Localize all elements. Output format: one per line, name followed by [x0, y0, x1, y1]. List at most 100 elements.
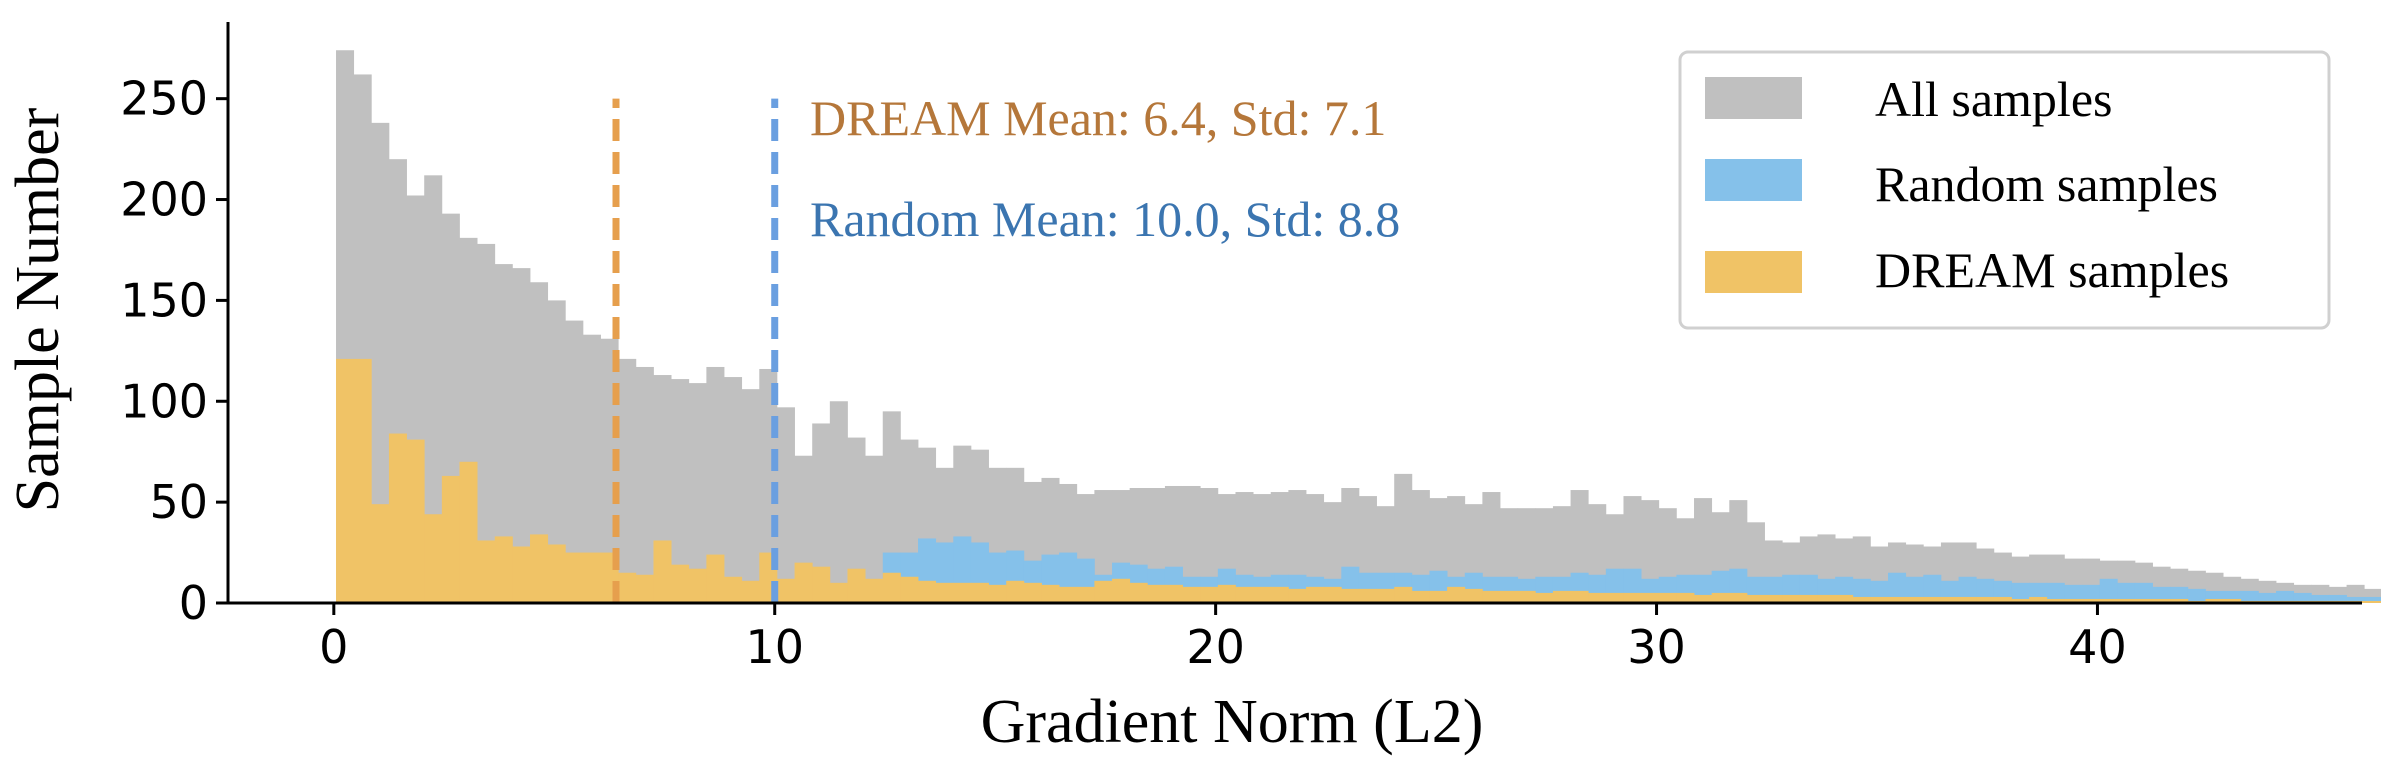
legend-label-dream: DREAM samples — [1875, 242, 2229, 298]
histogram-bar — [1641, 592, 1660, 603]
histogram-bar — [2082, 584, 2101, 603]
histogram-bar — [1905, 576, 1924, 603]
histogram-bar — [1535, 592, 1554, 603]
histogram-bar — [1870, 596, 1889, 603]
histogram-bar — [1253, 494, 1272, 603]
histogram-bar — [1358, 588, 1377, 603]
ticks: 0 10 20 30 40 0 50 100 150 200 250 — [120, 72, 2127, 674]
histogram-bar — [953, 582, 972, 603]
histogram-bar — [353, 358, 372, 603]
histogram-bar — [2064, 598, 2083, 603]
histogram-bar — [441, 475, 460, 603]
legend-swatch-random — [1705, 159, 1802, 201]
histogram-bar — [2099, 598, 2118, 603]
histogram-bar — [1923, 596, 1942, 603]
histogram-bar — [653, 540, 672, 603]
mean-lines — [612, 98, 779, 603]
histogram-bar — [424, 175, 443, 603]
histogram-bar — [2346, 596, 2365, 603]
histogram-bar — [1905, 596, 1924, 603]
histogram-bar — [2011, 582, 2030, 603]
histogram-bar — [724, 576, 743, 603]
histogram-bar — [2134, 598, 2153, 603]
x-tick-label: 10 — [745, 620, 804, 674]
histogram-bar — [741, 580, 760, 603]
histogram-bar — [547, 544, 566, 603]
histogram-bar — [2205, 598, 2224, 603]
histogram-bar — [477, 540, 496, 603]
axes — [226, 22, 2362, 605]
histogram-bar — [988, 584, 1007, 603]
histogram-bar — [2029, 596, 2048, 603]
histogram-bar — [2117, 598, 2136, 603]
histogram-bar — [1588, 592, 1607, 603]
histogram-bar — [2223, 598, 2242, 603]
histogram-bar — [565, 552, 584, 603]
histogram-bar — [2328, 594, 2347, 603]
histogram-bar — [1482, 492, 1501, 603]
histogram-bar — [1447, 496, 1466, 603]
histogram-bar — [2276, 590, 2295, 603]
histogram-bar — [776, 407, 795, 603]
histogram-bar — [2364, 600, 2381, 603]
histogram-bar — [618, 358, 637, 603]
histogram-bar — [829, 401, 848, 603]
histogram-bar — [1447, 586, 1466, 603]
histogram-bar — [494, 536, 513, 603]
histogram-bar — [1376, 588, 1395, 603]
histogram-bar — [1940, 596, 1959, 603]
y-tick-label: 150 — [120, 273, 208, 327]
histogram-bar — [2099, 578, 2118, 603]
histogram-bar — [918, 580, 937, 603]
histogram-bar — [1164, 584, 1183, 603]
x-tick-label: 20 — [1186, 620, 1245, 674]
histogram-bar — [1182, 586, 1201, 603]
histogram-bar — [565, 320, 584, 603]
histogram-bar — [2293, 592, 2312, 603]
bars-dream-samples — [336, 358, 2381, 603]
random-mean-annotation: Random Mean: 10.0, Std: 8.8 — [810, 191, 1400, 247]
histogram-bar — [1993, 596, 2012, 603]
histogram-bar — [1711, 592, 1730, 603]
histogram-bar — [1411, 590, 1430, 603]
histogram-bar — [1129, 582, 1148, 603]
histogram-bar — [970, 582, 989, 603]
histogram-bar — [406, 439, 425, 603]
histogram-bar — [635, 366, 654, 603]
histogram-bar — [1782, 594, 1801, 603]
histogram-bar — [1694, 594, 1713, 603]
histogram-bar — [1835, 594, 1854, 603]
histogram-bar — [2364, 596, 2381, 603]
histogram-bar — [618, 572, 637, 603]
histogram-bar — [1323, 586, 1342, 603]
histogram-bar — [1094, 580, 1113, 603]
histogram-bar — [1888, 572, 1907, 603]
x-axis-label: Gradient Norm (L2) — [981, 688, 1484, 756]
histogram-bar — [1799, 594, 1818, 603]
histogram-bar — [1394, 586, 1413, 603]
histogram-bar — [1464, 588, 1483, 603]
histogram-bar — [1076, 586, 1095, 603]
histogram-bar — [1253, 586, 1272, 603]
histogram-bar — [2046, 582, 2065, 603]
histogram-bar — [1888, 596, 1907, 603]
histogram-bar — [1200, 488, 1219, 603]
histogram-bar — [847, 437, 866, 603]
histogram-bar — [1482, 590, 1501, 603]
histogram-bar — [1112, 578, 1131, 603]
histogram-bar — [1552, 590, 1571, 603]
legend-swatch-all — [1705, 77, 1802, 119]
histogram-bar — [1605, 592, 1624, 603]
histogram-bar — [2311, 594, 2330, 603]
histogram-bar — [935, 582, 954, 603]
histogram-bar — [2152, 598, 2171, 603]
y-axis-label: Sample Number — [4, 107, 72, 512]
histogram-bar — [1217, 584, 1236, 603]
histogram-bar — [1958, 576, 1977, 603]
histogram-bar — [1658, 592, 1677, 603]
histogram-bar — [741, 389, 760, 603]
histogram-bar — [865, 455, 884, 603]
histogram-bar — [1500, 590, 1519, 603]
histogram-bar — [776, 578, 795, 603]
dream-mean-annotation: DREAM Mean: 6.4, Std: 7.1 — [810, 90, 1386, 146]
